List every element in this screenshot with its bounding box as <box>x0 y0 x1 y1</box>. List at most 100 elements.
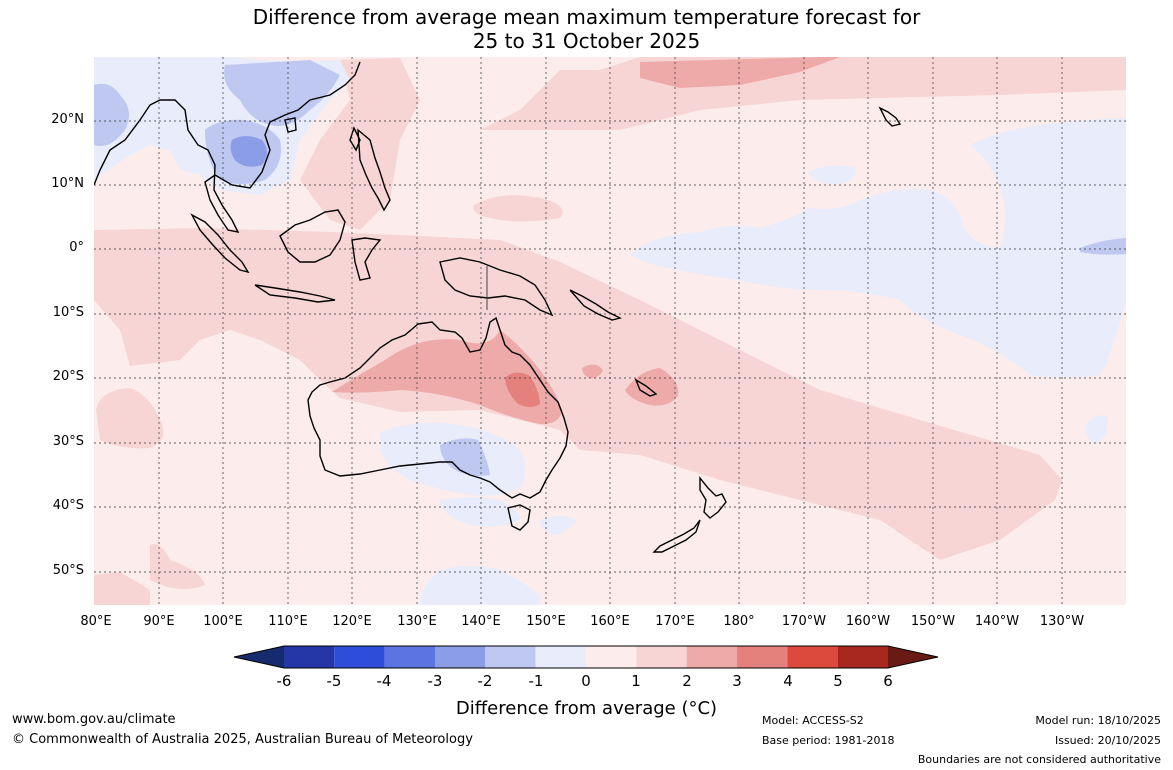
title-line-1: Difference from average mean maximum tem… <box>252 5 921 29</box>
website-link[interactable]: www.bom.gov.au/climate <box>12 712 176 727</box>
lat-label: 20°N <box>51 112 84 127</box>
lat-label: 30°S <box>52 434 84 449</box>
colorbar-bin <box>485 646 536 668</box>
lat-label: 50°S <box>52 563 84 578</box>
colorbar-bin <box>384 646 435 668</box>
australia-coastline <box>307 316 569 499</box>
colorbar-extend-max <box>888 646 938 668</box>
colorbar-tick-label: -5 <box>326 672 342 690</box>
colorbar-bin <box>837 646 888 668</box>
title-line-2: 25 to 31 October 2025 <box>472 29 701 53</box>
issued-text: Issued: 20/10/2025 <box>1054 734 1161 747</box>
philippines-coastline <box>357 128 391 212</box>
anomaly-region-warm <box>94 228 1062 560</box>
lon-label: 170°E <box>655 614 695 629</box>
colorbar-extend-min <box>234 646 284 668</box>
model-text: Model: ACCESS-S2 <box>762 714 864 727</box>
anomaly-region-warm <box>300 58 420 230</box>
new-zealand-north-coastline <box>699 476 727 519</box>
lon-label: 170°W <box>781 614 827 629</box>
anomaly-region-cold <box>94 83 129 146</box>
colorbar-bin <box>435 646 486 668</box>
colorbar-bin <box>787 646 838 668</box>
lon-label: 110°E <box>268 614 308 629</box>
sulawesi-coastline <box>351 237 382 281</box>
anomaly-region-warm <box>94 572 150 605</box>
anomaly-region-cold <box>224 60 340 126</box>
lon-label: 180° <box>723 614 755 629</box>
colorbar-tick-label: -3 <box>427 672 443 690</box>
anomaly-region-cool <box>420 566 540 605</box>
anomaly-region-cool <box>630 118 1126 378</box>
colorbar-bin <box>535 646 586 668</box>
lon-label: 120°E <box>332 614 372 629</box>
anomaly-region-hot <box>582 364 603 378</box>
lat-label: 10°N <box>51 176 84 191</box>
hawaii-coastline <box>878 106 902 127</box>
lon-label: 160°W <box>845 614 891 629</box>
colorbar-tick-label: -2 <box>477 672 493 690</box>
lon-label: 130°W <box>1039 614 1085 629</box>
colorbar-tick-label: 6 <box>883 672 893 690</box>
anomaly-region-cool <box>808 165 856 185</box>
anomaly-region-cool <box>440 497 520 527</box>
anomaly-region-warm <box>150 544 205 589</box>
copyright-text: © Commonwealth of Australia 2025, Austra… <box>12 732 473 747</box>
colorbar <box>233 645 939 669</box>
colorbar-tick-label: 4 <box>783 672 793 690</box>
coastlines <box>94 61 902 553</box>
lon-label: 150°E <box>526 614 566 629</box>
anomaly-region-cool <box>1085 415 1108 444</box>
anomaly-region-very-hot <box>505 372 540 407</box>
sumatra-coastline <box>190 213 250 274</box>
taiwan-coastline <box>349 126 361 152</box>
colorbar-bin <box>686 646 737 668</box>
lat-label: 40°S <box>52 498 84 513</box>
lat-label: 20°S <box>52 369 84 384</box>
solomon-islands-coastline <box>569 289 623 321</box>
colorbar-tick-label: -4 <box>376 672 392 690</box>
lon-label: 160°E <box>590 614 630 629</box>
colorbar-tick-label: -1 <box>528 672 544 690</box>
gridlines <box>94 57 1126 605</box>
base-period-text: Base period: 1981-2018 <box>762 734 895 747</box>
lon-label: 140°E <box>461 614 501 629</box>
new-caledonia-coastline <box>634 378 658 397</box>
colorbar-bin <box>284 646 335 668</box>
colorbar-bin <box>586 646 637 668</box>
model-run-text: Model run: 18/10/2025 <box>1035 714 1161 727</box>
anomaly-region-warm <box>340 57 1126 130</box>
lon-label: 140°W <box>974 614 1020 629</box>
anomaly-region-warm <box>473 195 563 222</box>
colorbar-bin <box>334 646 385 668</box>
lon-label: 90°E <box>143 614 175 629</box>
colorbar-tick-label: 2 <box>682 672 692 690</box>
mainland-asia-coastline <box>94 61 361 233</box>
colorbar-tick-label: 5 <box>833 672 843 690</box>
colorbar-title: Difference from average (°C) <box>455 698 718 719</box>
colorbar-tick-label: 0 <box>581 672 591 690</box>
colorbar-tick-label: -6 <box>276 672 292 690</box>
anomaly-region-cold <box>1080 238 1126 255</box>
colorbar-tick-label: 1 <box>631 672 641 690</box>
lon-label: 130°E <box>397 614 437 629</box>
tasmania-coastline <box>507 504 531 531</box>
anomaly-region-warm <box>96 388 164 449</box>
anomaly-region-hot <box>332 330 562 425</box>
disclaimer-text: Boundaries are not considered authoritat… <box>917 753 1161 766</box>
lon-label: 150°W <box>910 614 956 629</box>
colorbar-bin <box>636 646 687 668</box>
anomaly-region-very-cold <box>230 136 267 167</box>
anomaly-region-hot <box>625 368 679 406</box>
anomaly-region-hot <box>640 57 840 88</box>
lon-label: 100°E <box>203 614 243 629</box>
anomaly-region-cool <box>540 516 578 535</box>
anomaly-region-cold <box>440 438 490 476</box>
hainan-coastline <box>284 117 297 133</box>
java-coastline <box>254 284 336 303</box>
new-zealand-south-coastline <box>652 519 701 553</box>
lat-label: 10°S <box>52 305 84 320</box>
colorbar-tick-label: 3 <box>732 672 742 690</box>
lon-label: 80°E <box>80 614 112 629</box>
